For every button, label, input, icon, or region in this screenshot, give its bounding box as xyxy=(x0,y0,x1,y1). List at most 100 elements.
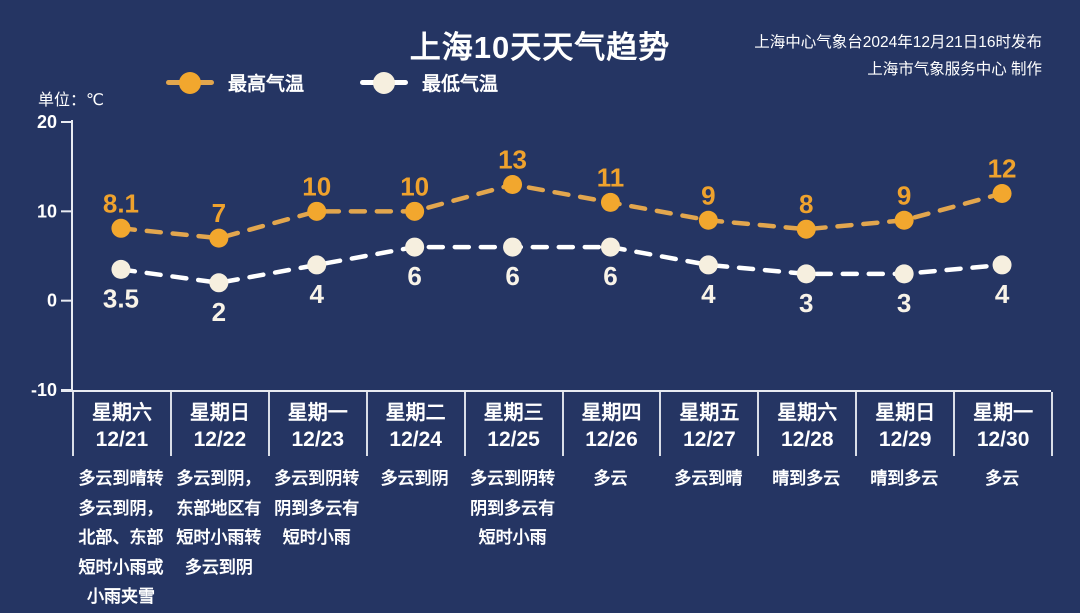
high-temp-value-label: 8.1 xyxy=(103,188,139,218)
high-temp-point xyxy=(111,218,131,238)
high-temp-point xyxy=(209,228,229,248)
high-temp-point xyxy=(405,201,425,221)
low-temp-point xyxy=(796,264,816,284)
date-label: 12/25 xyxy=(487,428,540,451)
weather-text-line: 晴到多云 xyxy=(772,469,841,488)
day-label: 星期二 xyxy=(385,402,446,424)
date-label: 12/28 xyxy=(781,428,834,451)
publisher-info: 上海中心气象台2024年12月21日16时发布 上海市气象服务中心 制作 xyxy=(754,29,1042,83)
y-axis-tick-label: 10 xyxy=(37,201,57,221)
low-temp-point xyxy=(992,255,1012,275)
high-temp-point xyxy=(698,210,718,230)
day-label: 星期日 xyxy=(875,402,936,424)
date-label: 12/29 xyxy=(878,428,932,451)
low-temp-point xyxy=(503,237,523,257)
weather-forecast-row: 多云到晴转 多云到阴， 北部、东部 短时小雨或 小雨夹雪 多云到阴， 东部地区有 短时小雨转多… xyxy=(72,464,1051,612)
publisher-line2: 上海市气象服务中心 制作 xyxy=(867,61,1042,78)
day-cell: 星期五 12/27 xyxy=(659,392,757,456)
date-label: 12/26 xyxy=(585,428,638,451)
weather-cell: 晴到多云 xyxy=(855,464,953,612)
day-cell: 星期六 12/28 xyxy=(757,392,855,456)
weather-text-line: 阴到多云有 xyxy=(274,498,360,518)
high-temp-value-label: 13 xyxy=(498,145,527,175)
weather-cell: 多云到晴 xyxy=(659,464,757,612)
day-cell: 星期二 12/24 xyxy=(365,392,464,456)
weather-cell: 多云 xyxy=(953,464,1051,612)
date-label: 12/21 xyxy=(95,428,149,451)
high-temp-value-label: 7 xyxy=(212,198,226,228)
chart-legend: 最高气温 最低气温 xyxy=(166,69,498,96)
low-temp-value-label: 6 xyxy=(407,261,421,291)
legend-item-low-temp: 最低气温 xyxy=(360,69,498,96)
weather-text-line: 晴到多云 xyxy=(870,469,939,488)
day-label: 星期六 xyxy=(777,402,838,424)
weather-text-line: 多云到阴 xyxy=(380,469,449,488)
date-label: 12/30 xyxy=(976,428,1030,451)
weather-text-line: 多云到晴转 xyxy=(78,469,164,488)
weather-text-line: 阴到多云有 xyxy=(470,498,556,518)
high-temp-point xyxy=(796,219,816,239)
low-temp-marker-icon xyxy=(360,71,409,94)
weather-text-line: 东部地区有 xyxy=(176,498,262,518)
weather-text-line: 北部、东部 xyxy=(78,528,164,547)
low-temp-point xyxy=(894,264,914,284)
high-temp-value-label: 9 xyxy=(897,180,911,210)
weather-text-line: 多云 xyxy=(985,469,1020,488)
day-cell: 星期一 12/23 xyxy=(267,392,366,456)
high-temp-value-label: 10 xyxy=(302,171,331,201)
high-temp-point xyxy=(600,192,620,212)
day-cell: 星期三 12/25 xyxy=(463,392,562,456)
weather-text-line: 多云到阴转 xyxy=(470,469,556,488)
legend-label-high: 最高气温 xyxy=(228,74,305,95)
low-temp-dot-icon xyxy=(373,71,396,94)
page-title: 上海10天天气趋势 xyxy=(409,30,671,65)
weather-cell: 多云 xyxy=(562,464,660,612)
day-label: 星期四 xyxy=(581,402,642,424)
date-label: 12/22 xyxy=(193,428,247,451)
high-temp-point xyxy=(503,175,523,195)
day-cell: 星期六 12/21 xyxy=(72,392,170,456)
low-temp-value-label: 2 xyxy=(212,297,226,327)
low-temp-value-label: 6 xyxy=(603,261,617,291)
day-cell: 星期一 12/30 xyxy=(953,392,1051,456)
day-cell: 星期四 12/26 xyxy=(561,392,660,456)
day-label: 星期一 xyxy=(973,402,1034,424)
low-temp-point xyxy=(111,259,131,279)
low-temp-value-label: 4 xyxy=(701,279,716,309)
low-temp-point xyxy=(209,273,229,293)
day-band: 星期六 12/21 星期日 12/22 星期一 12/23 星期二 12/24 星期三 12/25… xyxy=(72,392,1053,456)
low-temp-point xyxy=(307,255,327,275)
low-temp-value-label: 4 xyxy=(995,279,1010,309)
weather-text-line: 短时小雨 xyxy=(282,528,351,547)
high-temp-value-label: 9 xyxy=(701,180,715,210)
high-temp-value-label: 11 xyxy=(597,162,625,192)
high-temp-value-label: 10 xyxy=(400,171,429,201)
weather-cell: 多云到阴转 阴到多云有 短时小雨 xyxy=(464,464,562,612)
date-label: 12/23 xyxy=(291,428,345,451)
weather-text-line: 多云到晴 xyxy=(674,469,743,488)
low-temp-point xyxy=(600,237,620,257)
low-temp-point xyxy=(405,237,425,257)
low-temp-value-label: 6 xyxy=(505,261,519,291)
date-label: 12/24 xyxy=(389,428,442,451)
low-temp-value-label: 3 xyxy=(897,288,911,318)
high-temp-series-line xyxy=(118,182,1005,241)
y-axis-tick-label: -10 xyxy=(31,380,57,400)
day-label: 星期日 xyxy=(189,402,250,424)
high-temp-value-label: 12 xyxy=(988,153,1017,183)
weather-text-line: 短时小雨转 xyxy=(176,528,262,547)
legend-item-high-temp: 最高气温 xyxy=(166,69,304,96)
low-temp-point xyxy=(698,255,718,275)
weather-cell: 多云到阴， 东部地区有 短时小雨转 多云到阴 xyxy=(170,464,268,612)
high-temp-point xyxy=(307,201,327,221)
weather-cell: 多云到阴转 阴到多云有 短时小雨 xyxy=(268,464,366,612)
weather-cell: 多云到阴 xyxy=(366,464,464,612)
y-axis-tick-label: 0 xyxy=(47,291,57,311)
day-label: 星期六 xyxy=(91,402,152,424)
high-temp-value-label: 8 xyxy=(799,189,813,219)
weather-text-line: 短时小雨或 xyxy=(78,557,164,577)
y-axis-tick-label: 20 xyxy=(37,112,57,132)
high-temp-point xyxy=(894,210,914,230)
day-label: 星期五 xyxy=(679,402,740,424)
